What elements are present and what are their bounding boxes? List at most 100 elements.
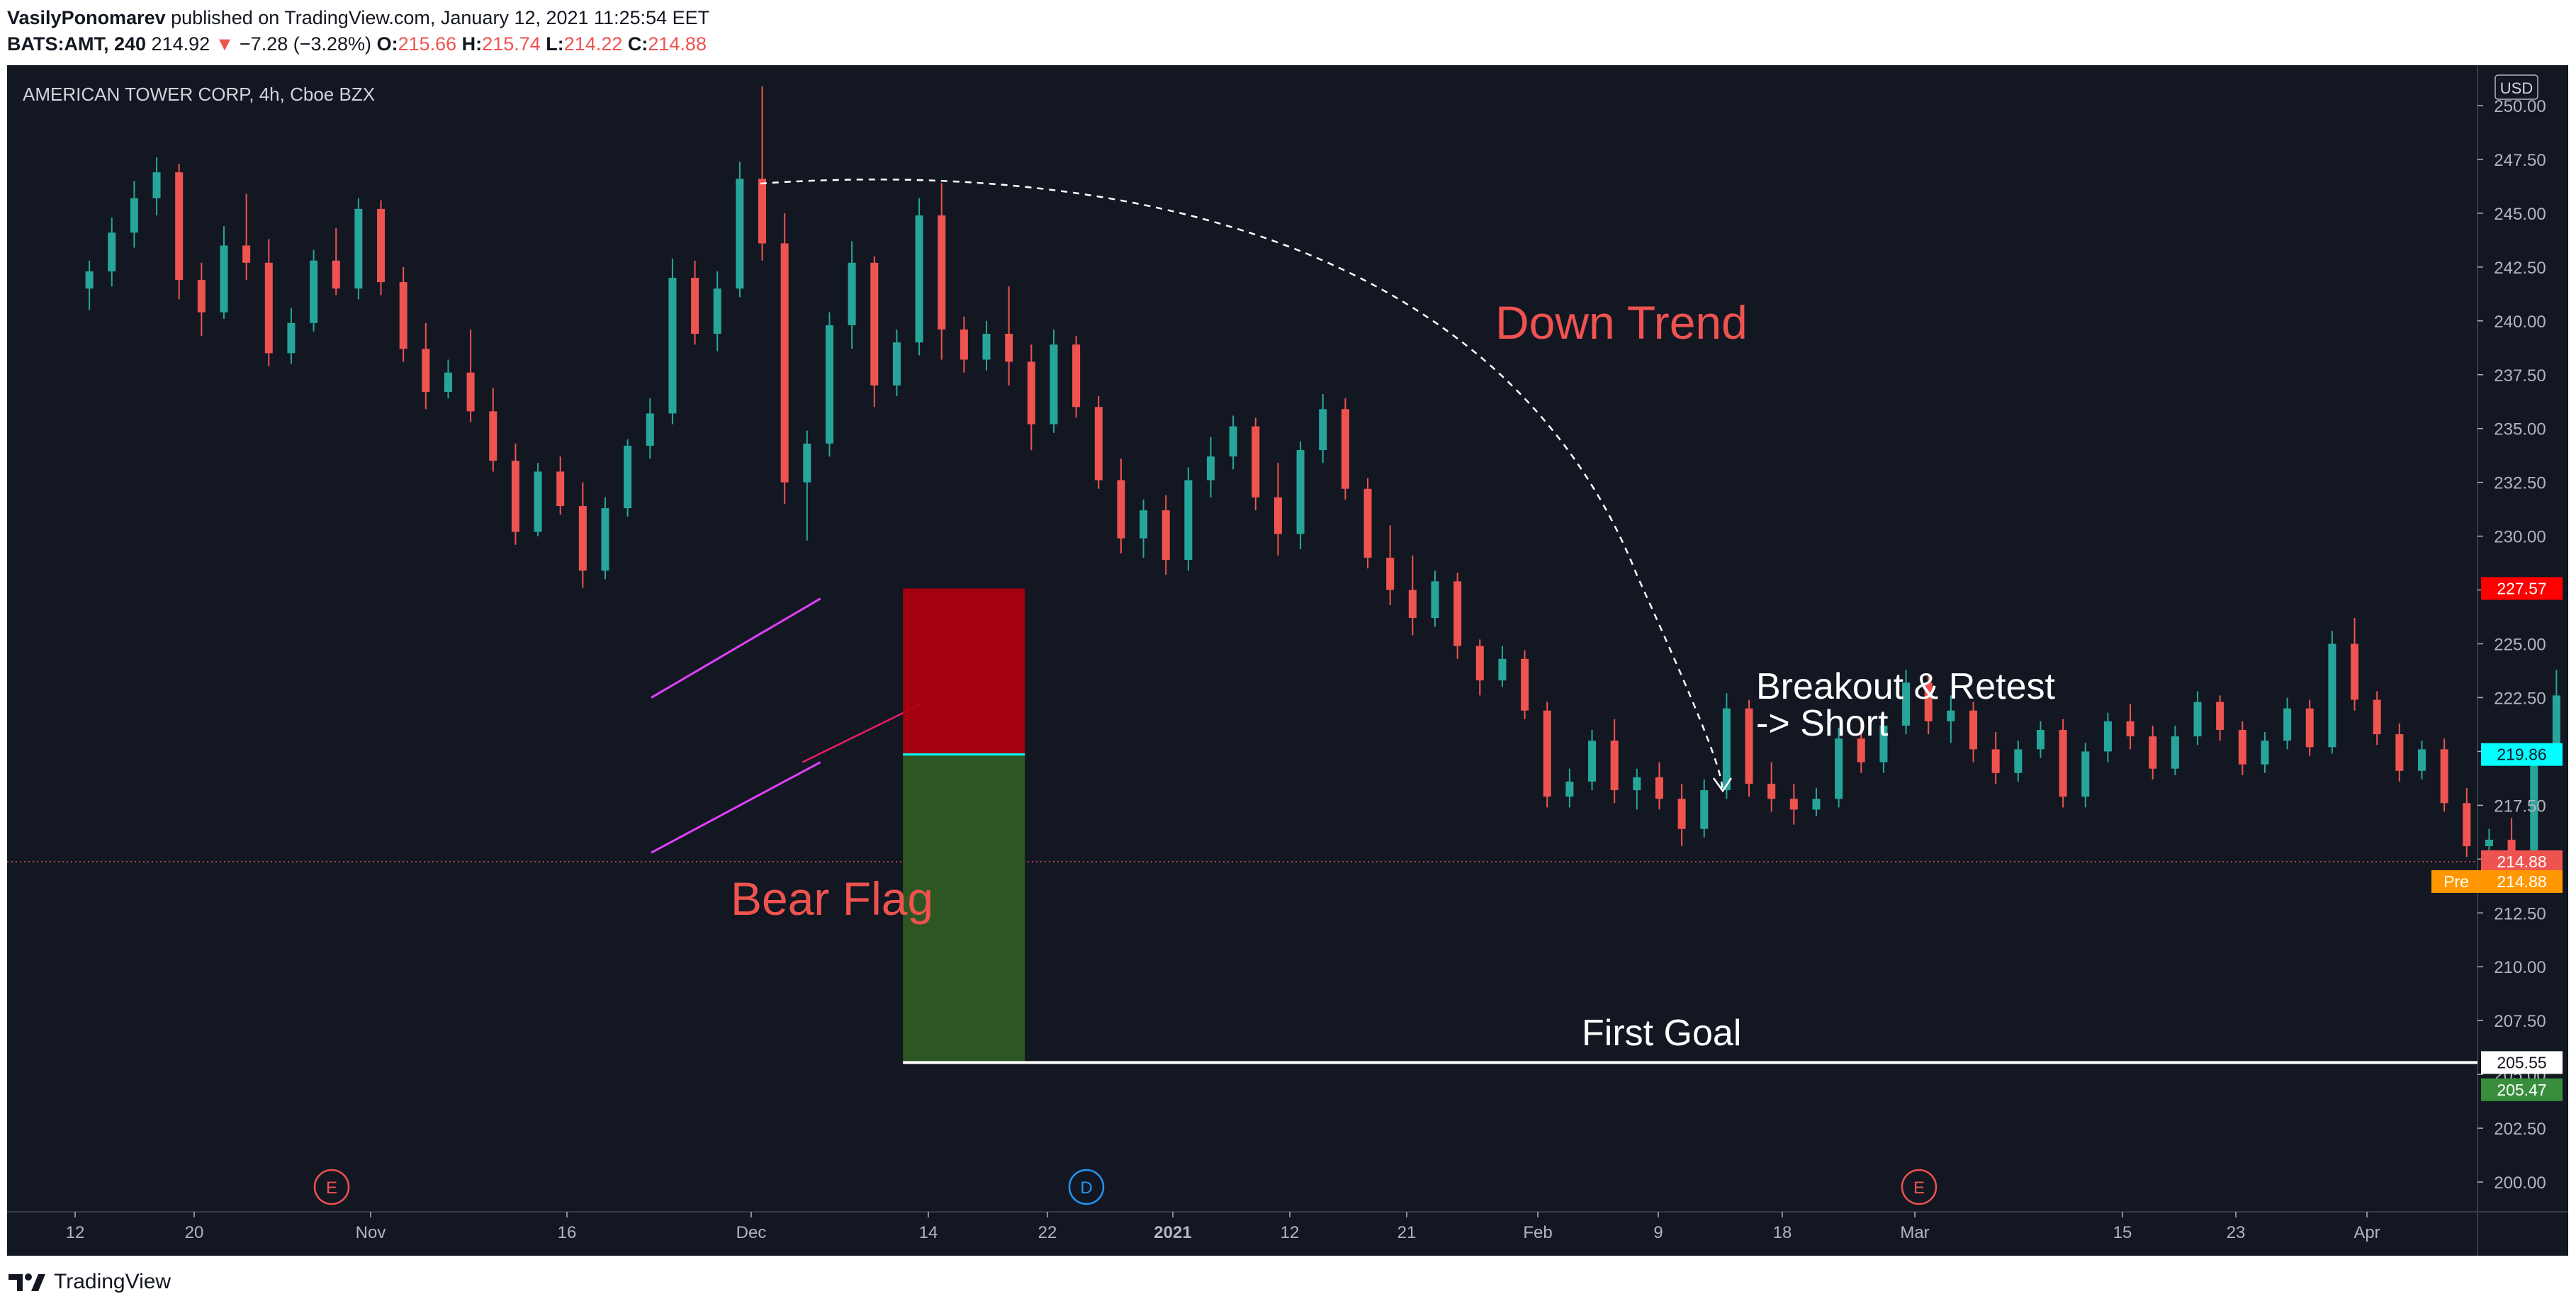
candle-body <box>2552 695 2560 754</box>
price-tag <box>2481 850 2563 873</box>
price-tick-label: 200.00 <box>2494 1174 2546 1193</box>
candle-body <box>601 508 609 571</box>
time-tick-label: 15 <box>2113 1223 2132 1242</box>
chart-svg[interactable]: 200.00202.50205.00207.50210.00212.50215.… <box>7 65 2568 1256</box>
candle-body <box>1924 682 1933 721</box>
candle-body <box>511 461 519 532</box>
candle-body <box>466 372 475 412</box>
candle-body <box>1588 741 1597 782</box>
candle-body <box>1722 708 1731 791</box>
candle-body <box>668 278 677 414</box>
price-tick-label: 237.50 <box>2494 366 2546 386</box>
chart-pane[interactable]: 200.00202.50205.00207.50210.00212.50215.… <box>7 65 2568 1256</box>
tradingview-logo-icon <box>9 1273 45 1291</box>
price-tick-label: 210.00 <box>2494 958 2546 977</box>
candle-body <box>1969 710 1978 750</box>
time-tick-label: 18 <box>1773 1223 1792 1242</box>
price-tag-text: 205.47 <box>2497 1081 2546 1099</box>
annotations: AMERICAN TOWER CORP, 4h, Cboe BZX Down Tr… <box>23 84 2056 1054</box>
candle-body <box>646 413 654 446</box>
candle-body <box>287 322 296 354</box>
price-axis[interactable]: 200.00202.50205.00207.50210.00212.50215.… <box>2431 74 2563 1193</box>
time-tick-label: Feb <box>1523 1223 1552 1242</box>
event-marker <box>1901 1169 1937 1205</box>
time-axis[interactable]: 12 20 Nov 16 Dec 14 22 2021 12 21 Feb 9 18 Mar 15 23 Apr… <box>66 1169 2380 1242</box>
candle-body <box>1094 407 1103 480</box>
open-value: 215.66 <box>398 33 457 55</box>
candle-body <box>960 329 968 360</box>
time-tick-label: Mar <box>1900 1223 1929 1242</box>
candle-body <box>1117 480 1125 539</box>
currency-box <box>2495 74 2538 100</box>
candle-body <box>1319 409 1327 451</box>
candle-body <box>264 262 273 354</box>
time-tick-label: Dec <box>736 1223 767 1242</box>
price-tag <box>2481 1078 2563 1101</box>
price-tick-label: 245.00 <box>2494 205 2546 224</box>
price-tag <box>2481 1051 2563 1074</box>
candle-body <box>1408 590 1417 619</box>
breakout-label-line2: -> Short <box>1756 703 1889 744</box>
candle-body <box>982 334 991 360</box>
candle-body <box>758 179 767 244</box>
time-tick-label: 22 <box>1038 1223 1057 1242</box>
candle-body <box>2103 721 2112 752</box>
low-label: L: <box>546 33 564 55</box>
price-tag-text: 214.88 <box>2497 872 2546 891</box>
time-tick-label: 21 <box>1397 1223 1417 1242</box>
stop-loss-zone <box>903 588 1025 755</box>
candle-body <box>624 446 632 509</box>
candle-body <box>354 208 363 289</box>
candle-body <box>332 260 340 289</box>
candle-body <box>2440 749 2448 804</box>
price-tag-prefix-text: Pre <box>2443 872 2469 891</box>
candle-body <box>938 215 946 330</box>
candle-body <box>2328 643 2336 748</box>
candle-body <box>1857 738 1865 763</box>
price-tick-label: 230.00 <box>2494 528 2546 547</box>
price-tick-label: 250.00 <box>2494 97 2546 116</box>
time-tick-label: 2021 <box>1154 1223 1191 1242</box>
price-tick-label: 240.00 <box>2494 313 2546 332</box>
candle-body <box>556 471 565 507</box>
candle-body <box>780 243 789 483</box>
candle-body <box>2036 730 2045 750</box>
candle-body <box>1296 450 1305 534</box>
candle-body <box>736 179 744 289</box>
time-tick-label: 9 <box>1653 1223 1663 1242</box>
low-value: 214.22 <box>563 33 623 55</box>
time-tick-label: Apr <box>2353 1223 2380 1242</box>
price-tick-label: 202.50 <box>2494 1120 2546 1139</box>
candle-body <box>713 288 721 334</box>
candle-body <box>2238 730 2246 765</box>
candle-body <box>1005 334 1013 362</box>
candle-body <box>489 411 497 461</box>
author-name[interactable]: VasilyPonomarev <box>7 7 166 28</box>
event-marker <box>313 1169 350 1205</box>
candle-body <box>1252 426 1260 497</box>
time-tick-label: 20 <box>185 1223 204 1242</box>
chart-title: AMERICAN TOWER CORP, 4h, Cboe BZX <box>23 84 375 105</box>
candle-body <box>2216 702 2225 731</box>
currency-label: USD <box>2500 79 2533 97</box>
high-label: H: <box>461 33 483 55</box>
candle-body <box>242 245 251 263</box>
candle-body <box>1700 790 1709 829</box>
tradingview-brand[interactable]: TradingView <box>54 1270 171 1293</box>
candle-body <box>1027 361 1035 424</box>
footer: TradingView <box>0 1256 2576 1311</box>
candle-body <box>1610 741 1619 791</box>
time-tick-label: 14 <box>919 1223 938 1242</box>
price-tick-label: 247.50 <box>2494 151 2546 170</box>
candle-body <box>85 271 94 289</box>
candle-body <box>1991 749 2000 773</box>
candle-body <box>422 349 430 393</box>
candle-body <box>578 506 587 571</box>
down-trend-arrowhead <box>1712 777 1733 793</box>
grid <box>7 65 2568 1256</box>
candle-body <box>1633 777 1641 791</box>
candle-body <box>1543 710 1551 797</box>
candle-body <box>892 342 901 386</box>
price-tag <box>2481 743 2563 766</box>
candle-body <box>2283 708 2292 741</box>
